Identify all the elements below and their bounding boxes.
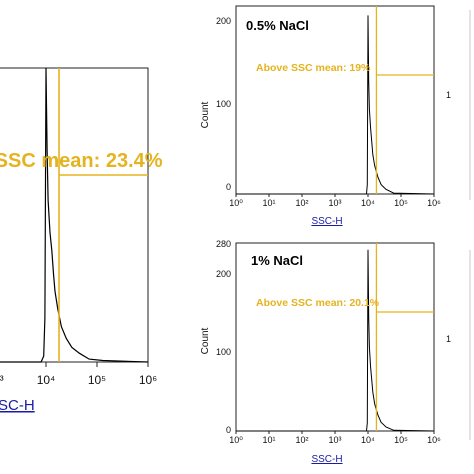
nacl-1-x-axis-label[interactable]: SSC-H — [311, 454, 342, 465]
nacl-1-histogram-curve — [236, 249, 435, 432]
left-plot-frame — [0, 67, 149, 363]
x-tick-label: 10⁰ — [229, 435, 243, 445]
nacl-1-gate-label: Above SSC mean: 20.1% — [256, 297, 380, 309]
right-top-fragment-tick: 1 — [446, 90, 451, 100]
nacl-1-y-tick-200: 200 — [216, 269, 231, 279]
nacl-0-5-title: 0.5% NaCl — [246, 18, 309, 33]
x-tick-label: 10³ — [0, 373, 4, 387]
x-tick-label: 10¹ — [262, 198, 275, 208]
nacl-0-5-x-ticks: 10⁰ 10¹ 10² 10³ 10⁴ 10⁵ 10⁶ — [229, 194, 441, 208]
nacl-1-plot-frame — [235, 242, 435, 432]
nacl-1-y-tick-zero: 0 — [226, 425, 231, 435]
left-x-axis-label[interactable]: SSC-H — [0, 397, 35, 414]
nacl-0-5-x-axis-label[interactable]: SSC-H — [311, 216, 342, 227]
x-tick-label: 10³ — [328, 435, 341, 445]
nacl-1-panel: 280 200 100 0 Count 1% NaCl Above SSC me… — [200, 239, 441, 465]
nacl-1-x-ticks: 10⁰ 10¹ 10² 10³ 10⁴ 10⁵ 10⁶ — [229, 431, 441, 445]
right-bottom-fragment-tick: 1 — [446, 334, 451, 344]
nacl-1-y-axis-label: Count — [200, 327, 211, 354]
x-tick-label: 10⁰ — [229, 198, 243, 208]
nacl-0-5-histogram-curve — [236, 15, 435, 195]
nacl-0-5-panel: 200 100 0 Count 0.5% NaCl Above SSC mean… — [200, 5, 441, 227]
x-tick-label: 10⁴ — [361, 198, 375, 208]
x-tick-label: 10⁴ — [361, 435, 375, 445]
nacl-0-5-plot-frame — [235, 5, 435, 195]
nacl-0-5-y-tick-top: 200 — [216, 16, 231, 26]
x-tick-label: 10¹ — [262, 435, 275, 445]
x-tick-label: 10⁵ — [394, 435, 408, 445]
nacl-0-5-gate-label: Above SSC mean: 19% — [256, 62, 371, 74]
x-tick-label: 10⁶ — [427, 198, 441, 208]
nacl-0-5-y-axis-label: Count — [200, 101, 211, 128]
x-tick-label: 10² — [295, 435, 308, 445]
nacl-1-y-tick-100: 100 — [216, 347, 231, 357]
left-x-ticks: 10³ 10⁴ 10⁵ 10⁶ — [0, 362, 157, 387]
nacl-0-5-y-tick-zero: 0 — [226, 182, 231, 192]
left-histogram-panel: Above SSC mean: 23.4% 10³ 10⁴ 10⁵ 10⁶ SSC-H — [0, 67, 163, 414]
nacl-1-title: 1% NaCl — [251, 253, 303, 268]
x-tick-label: 10⁵ — [394, 198, 408, 208]
x-tick-label: 10⁶ — [427, 435, 441, 445]
x-tick-label: 10³ — [328, 198, 341, 208]
x-tick-label: 10⁶ — [139, 373, 157, 387]
x-tick-label: 10⁵ — [88, 373, 106, 387]
left-gate-label: Above SSC mean: 23.4% — [0, 150, 163, 172]
nacl-1-y-tick-top: 280 — [216, 239, 231, 249]
x-tick-label: 10⁴ — [37, 373, 56, 387]
nacl-0-5-y-tick-mid: 100 — [216, 99, 231, 109]
x-tick-label: 10² — [295, 198, 308, 208]
left-histogram-curve — [0, 67, 149, 363]
